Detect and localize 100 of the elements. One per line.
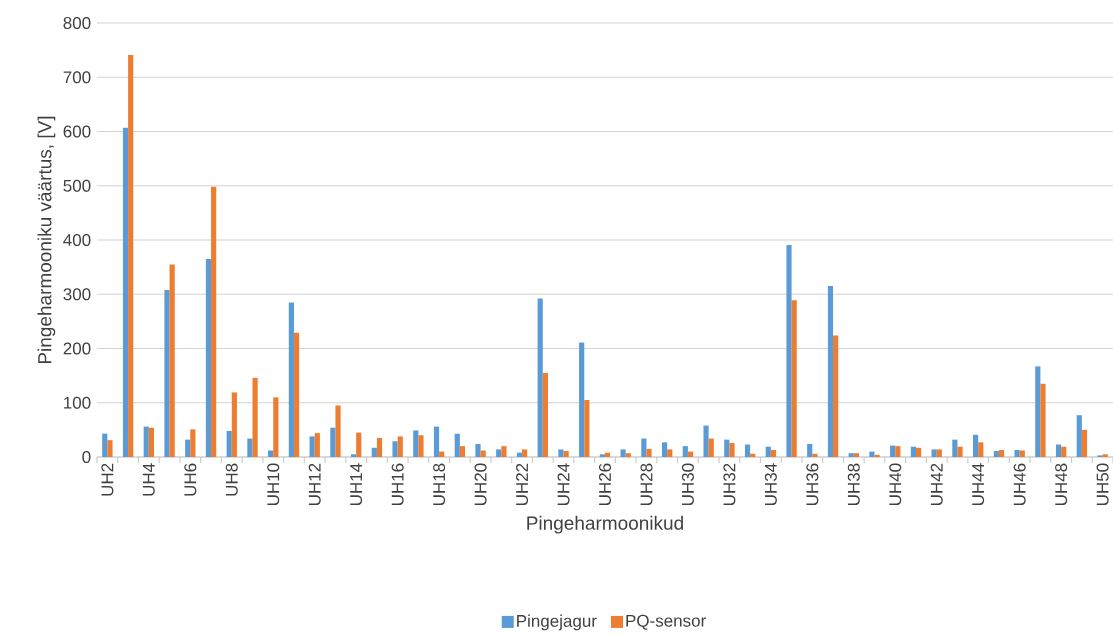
bar (853, 453, 859, 457)
bar (1061, 446, 1067, 457)
x-tick-label: UH20 (474, 463, 487, 506)
bar (190, 429, 196, 457)
bar (791, 300, 797, 457)
bar (1055, 444, 1062, 457)
bar (433, 426, 440, 457)
x-tick-label: UH36 (806, 463, 819, 506)
bar (869, 451, 875, 457)
y-axis-title: Pingeharmooniku väärtus, [V] (37, 116, 56, 364)
x-tick-label: UH40 (889, 463, 902, 506)
bar (584, 400, 590, 457)
bar (480, 450, 486, 457)
x-tick-label: UH2 (101, 463, 114, 496)
bar (475, 443, 481, 457)
x-tick-label: UH4 (142, 463, 155, 496)
bar (516, 452, 523, 457)
bar (604, 452, 611, 457)
bar (833, 335, 839, 457)
bar (185, 439, 191, 457)
legend-label: Pingejagur (517, 614, 597, 631)
bar (998, 449, 1005, 457)
bar (765, 446, 771, 457)
bar (1035, 366, 1041, 457)
bar (1102, 454, 1108, 457)
bar (309, 436, 315, 457)
x-tick-label: UH32 (723, 463, 736, 506)
bar (1040, 383, 1046, 457)
x-tick-label: UH24 (557, 463, 570, 506)
bar (890, 445, 896, 457)
bar (952, 439, 958, 457)
x-tick-label: UH44 (972, 463, 985, 506)
bar (703, 425, 709, 457)
bar (973, 434, 979, 457)
bar (247, 438, 253, 457)
bar (454, 433, 460, 457)
y-tick-label: 500 (63, 179, 91, 192)
bar (537, 298, 543, 457)
bar (874, 454, 880, 457)
bar (501, 446, 507, 457)
bar (558, 449, 564, 457)
bar (848, 453, 854, 457)
x-tick-label: UH6 (184, 463, 197, 496)
bar (542, 372, 548, 457)
bar (667, 449, 673, 457)
bar (350, 454, 357, 457)
bar (662, 442, 668, 457)
bar (335, 405, 341, 457)
x-tick-label: UH46 (1013, 463, 1026, 506)
bar (620, 449, 626, 457)
bar (330, 427, 336, 457)
bar (314, 433, 320, 457)
bar (356, 432, 362, 457)
bar (107, 440, 113, 457)
x-tick-label: UH26 (598, 463, 612, 506)
legend-label: PQ-sensor (626, 614, 706, 630)
bar (1076, 415, 1082, 457)
bar (164, 289, 170, 457)
x-tick-label: UH14 (350, 463, 363, 506)
x-tick-label: UH8 (225, 463, 238, 496)
x-tick-label: UH30 (681, 463, 694, 506)
bar (288, 302, 294, 457)
bar (646, 448, 652, 457)
bar (522, 449, 528, 457)
bar (371, 447, 377, 457)
x-tick-label: UH42 (930, 463, 943, 506)
bar (786, 244, 792, 457)
bar (812, 453, 818, 457)
y-tick-label: 300 (63, 288, 91, 301)
bar (205, 258, 212, 457)
bar (708, 438, 714, 457)
bar (599, 454, 605, 457)
bar (392, 441, 398, 457)
y-tick-label: 200 (63, 342, 91, 355)
bar (625, 453, 631, 457)
bar (102, 433, 108, 457)
bar (211, 186, 217, 457)
bar (936, 449, 942, 457)
x-tick-label: UH18 (433, 463, 446, 506)
bar (563, 451, 569, 457)
bar (931, 449, 937, 457)
y-tick-label: 0 (82, 450, 91, 464)
bar (770, 449, 777, 457)
x-axis-title: Pingeharmoonikud (527, 515, 683, 534)
bar (143, 426, 149, 457)
bar (1019, 450, 1025, 457)
bar (724, 439, 730, 457)
x-tick-label: UH10 (267, 463, 280, 506)
bar (807, 443, 813, 457)
bar (496, 449, 502, 457)
bar (915, 447, 922, 457)
bar (957, 446, 963, 457)
bar (682, 446, 688, 457)
bar (729, 442, 735, 457)
x-tick-label: UH34 (764, 463, 777, 506)
bar (376, 438, 383, 457)
y-tick-label: 400 (63, 233, 91, 247)
y-tick-label: 800 (63, 16, 91, 30)
bar (413, 430, 419, 457)
x-tick-label: UH22 (516, 463, 529, 506)
